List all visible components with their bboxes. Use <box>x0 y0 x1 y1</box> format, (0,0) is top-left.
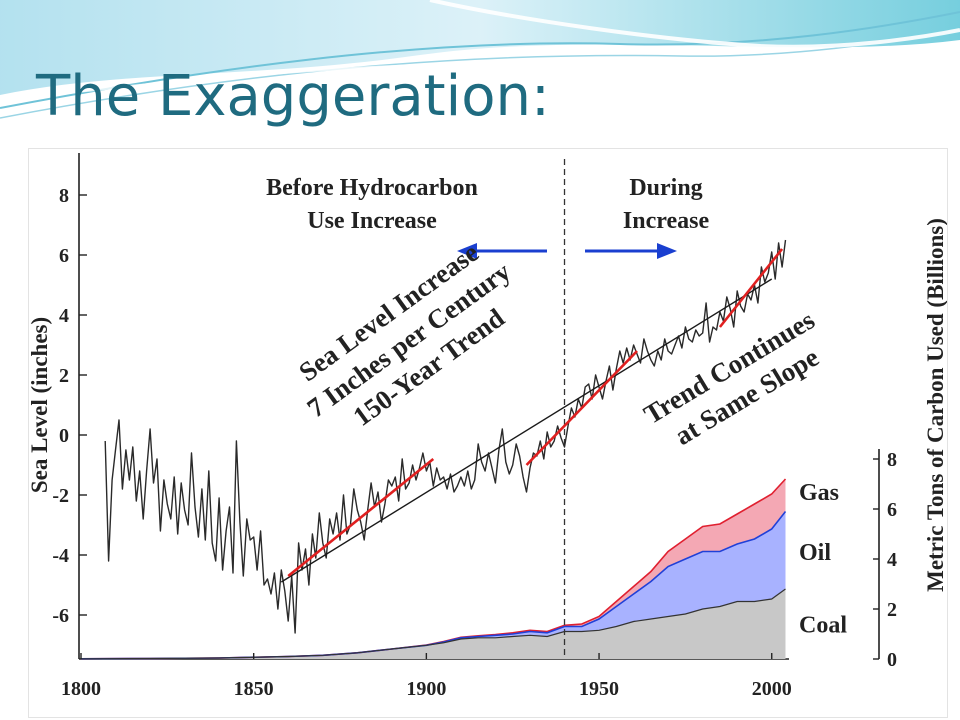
x-tick-label: 1900 <box>406 678 446 700</box>
y-tick-label: 6 <box>59 245 69 267</box>
y2-tick-label: 4 <box>887 549 897 571</box>
y2-axis-title: Metric Tons of Carbon Used (Billions) <box>923 218 947 592</box>
y-tick-label: 2 <box>59 365 69 387</box>
series-label-gas: Gas <box>799 480 839 506</box>
series-label-coal: Coal <box>799 613 847 639</box>
y2-tick-label: 0 <box>887 649 897 671</box>
annotation-before-line1: Before Hydrocarbon <box>266 175 478 201</box>
arrow-right <box>585 243 677 259</box>
trend-segment-1 <box>287 457 435 578</box>
x-tick-label: 1850 <box>234 678 274 700</box>
y-tick-label: 4 <box>59 305 69 327</box>
x-tick-label: 1800 <box>61 678 101 700</box>
oil-area <box>81 511 786 659</box>
y2-tick-label: 8 <box>887 449 897 471</box>
sea-level-line <box>104 239 787 634</box>
y-axis-title: Sea Level (inches) <box>29 317 52 493</box>
y-tick-label: -2 <box>52 485 69 507</box>
arrow-left <box>457 243 547 259</box>
trend-segment-3 <box>718 248 784 328</box>
x-tick-label: 1950 <box>579 678 619 700</box>
arrow-left-head <box>457 243 477 259</box>
coal-area <box>81 589 786 659</box>
annotation-during-line2: Increase <box>623 208 710 234</box>
arrow-right-head <box>657 243 677 259</box>
y-tick-label: 8 <box>59 185 69 207</box>
sea-level-chart: -6 -4 -2 0 2 4 6 8 1800 1850 1900 1950 2000 0 2 4 6 8 Sea … <box>29 153 947 700</box>
y2-tick-label: 2 <box>887 599 897 621</box>
y-tick-label: 0 <box>59 425 69 447</box>
annotation-before-line2: Use Increase <box>307 208 437 234</box>
y-tick-label: -6 <box>52 605 69 627</box>
trend-segment-2 <box>525 350 638 466</box>
chart-frame: -6 -4 -2 0 2 4 6 8 1800 1850 1900 1950 2000 0 2 4 6 8 Sea … <box>28 148 948 718</box>
slide-title: The Exaggeration: <box>36 64 550 129</box>
series-label-oil: Oil <box>799 540 831 566</box>
y-tick-label: -4 <box>52 545 69 567</box>
y2-tick-label: 6 <box>887 499 897 521</box>
x-tick-label: 2000 <box>752 678 792 700</box>
coal-line <box>80 588 786 660</box>
trend-line-150-year <box>280 278 773 583</box>
annotation-during-line1: During <box>629 175 702 201</box>
slide-header-background <box>0 0 960 119</box>
